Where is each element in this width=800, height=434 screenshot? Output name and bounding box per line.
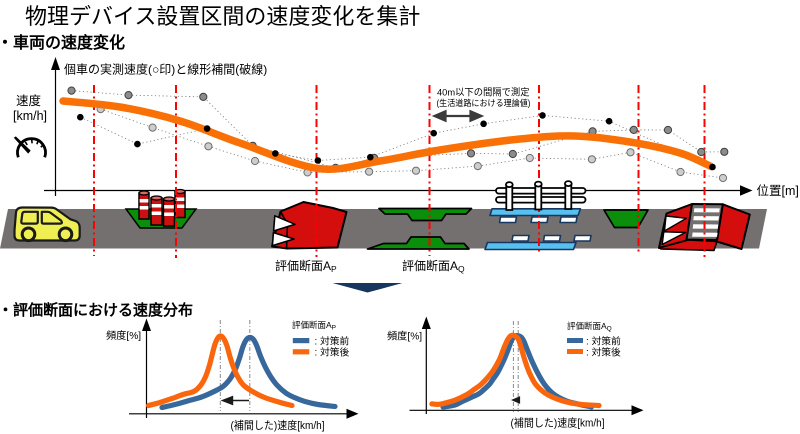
svg-text:評価断面AP: 評価断面AP — [292, 320, 336, 332]
svg-text:評価断面AQ: 評価断面AQ — [567, 321, 612, 333]
svg-text:個車の実測速度(○印)と線形補間(破線): 個車の実測速度(○印)と線形補間(破線) — [64, 62, 267, 77]
svg-text:[km/h]: [km/h] — [13, 109, 47, 123]
svg-text:・車両の速度変化: ・車両の速度変化 — [0, 33, 125, 52]
svg-text:40m以下の間隔で測定: 40m以下の間隔で測定 — [437, 87, 530, 99]
svg-text:: 対策後: : 対策後 — [586, 345, 621, 358]
svg-text:頻度[%]: 頻度[%] — [106, 329, 141, 342]
svg-text:評価断面AP: 評価断面AP — [275, 258, 337, 274]
svg-text:物理デバイス設置区間の速度変化を集計: 物理デバイス設置区間の速度変化を集計 — [25, 4, 420, 29]
svg-text:・評価断面における速度分布: ・評価断面における速度分布 — [0, 301, 193, 319]
svg-text:位置[m]: 位置[m] — [757, 183, 799, 198]
svg-text:評価断面AQ: 評価断面AQ — [402, 258, 465, 274]
svg-text:頻度[%]: 頻度[%] — [387, 330, 422, 343]
svg-text:(補間した)速度[km/h]: (補間した)速度[km/h] — [511, 416, 605, 430]
svg-text:(生活道路における理論値): (生活道路における理論値) — [437, 97, 531, 108]
svg-text:(補間した)速度[km/h]: (補間した)速度[km/h] — [231, 418, 325, 432]
svg-text:: 対策前: : 対策前 — [586, 334, 621, 347]
svg-text:: 対策前: : 対策前 — [315, 334, 350, 347]
svg-text:: 対策後: : 対策後 — [315, 346, 350, 359]
svg-text:速度: 速度 — [16, 93, 42, 108]
